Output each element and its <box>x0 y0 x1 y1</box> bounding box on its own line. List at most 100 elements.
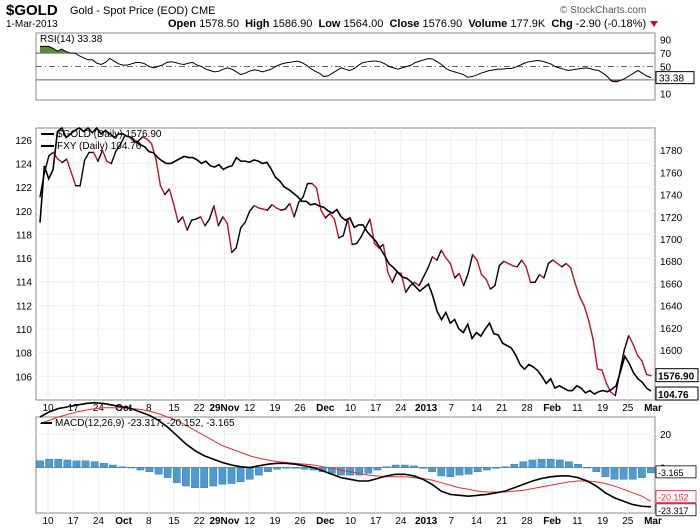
gold-line-segment <box>596 368 603 371</box>
fxy-ytick-label: 120 <box>15 207 32 218</box>
rsi-ytick-label: 70 <box>660 49 672 60</box>
fxy-legend-label: FXY (Daily) 104.76 <box>57 141 142 152</box>
gold-line-segment <box>480 273 487 280</box>
gold-line-segment <box>489 284 496 290</box>
macd-title: MACD(12,26,9) -23.317, -20.152, -3.165 <box>55 418 235 429</box>
fxy-ytick-label: 118 <box>16 230 32 241</box>
gold-line-segment <box>494 264 501 287</box>
gold-line-segment <box>520 259 527 268</box>
gold-line-segment <box>235 227 242 249</box>
macd-histogram-bar <box>601 467 610 477</box>
macd-histogram-bar <box>209 467 218 487</box>
price-xtick-tick-label: 17 <box>370 403 382 414</box>
gold-line-segment <box>578 296 585 307</box>
gold-line-segment <box>498 260 505 267</box>
macd-histogram-bar <box>264 467 272 472</box>
macd-histogram-bar <box>437 467 446 477</box>
gold-line-segment <box>97 149 104 163</box>
price-xtick-tick-label: 21 <box>496 403 508 414</box>
gold-line-segment <box>645 373 652 377</box>
gold-line-segment <box>413 281 420 287</box>
rsi-line <box>40 45 652 83</box>
macd-xtick-tick-label: Dec <box>316 516 335 527</box>
gold-line-segment <box>467 253 474 275</box>
gold-ytick-label: 1620 <box>660 324 683 335</box>
macd-histogram-bar <box>118 466 126 468</box>
macd-histogram-bar <box>455 467 464 476</box>
gold-line-segment <box>262 208 269 211</box>
gold-line-segment <box>155 158 162 187</box>
macd-histogram-bar <box>90 461 99 468</box>
gold-line-segment <box>587 319 594 340</box>
macd-histogram-bar <box>373 467 382 471</box>
macd-histogram-bar <box>291 467 300 469</box>
fxy-ytick-label: 124 <box>15 159 32 170</box>
macd-histogram-bar <box>546 458 555 468</box>
macd-line <box>39 401 652 508</box>
macd-histogram-bar <box>109 464 117 468</box>
gold-line-segment <box>623 334 630 351</box>
macd-histogram-bar <box>574 463 582 468</box>
close-value: 1576.90 <box>422 18 463 30</box>
rsi-value-box <box>655 71 695 85</box>
gold-line-segment <box>48 151 55 157</box>
gold-line-segment <box>253 205 260 209</box>
gold-line-segment <box>440 249 447 259</box>
gold-line-segment <box>405 284 411 294</box>
macd-histogram-bar <box>610 467 619 480</box>
macd-histogram-bar <box>528 459 537 468</box>
macd-value-box <box>655 465 697 479</box>
gold-line-segment <box>195 216 202 220</box>
macd-histogram-bar <box>154 467 163 475</box>
price-xtick-tick-label: Oct <box>115 403 132 414</box>
gold-line-segment <box>427 256 434 269</box>
gold-ytick-label: 1760 <box>660 168 683 179</box>
macd-histogram-bar <box>446 467 455 477</box>
macd-histogram-bar <box>136 467 145 471</box>
gold-line-segment <box>333 218 340 239</box>
macd-xtick-tick-label: 12 <box>244 516 256 527</box>
gold-line-segment <box>293 201 300 218</box>
gold-line-segment <box>115 143 121 153</box>
macd-value-label: -3.165 <box>658 468 684 478</box>
gold-line-segment <box>150 142 157 160</box>
rsi-ytick-label: 90 <box>660 36 672 47</box>
gold-line-segment <box>248 205 255 212</box>
price-xtick-tick-label: 19 <box>597 403 609 414</box>
chg-label: Chg <box>551 18 573 30</box>
macd-histogram-bar <box>72 460 81 468</box>
macd-xtick-tick-label: 24 <box>93 516 105 527</box>
gold-ytick-label: 1600 <box>660 346 683 357</box>
gold-line-segment <box>137 136 144 143</box>
gold-line-segment <box>190 218 197 221</box>
macd-histogram-bar <box>638 467 646 478</box>
macd-histogram-bar <box>255 467 263 476</box>
gold-line-segment <box>101 149 108 163</box>
gold-line-segment <box>610 391 617 397</box>
gold-line-segment <box>231 247 237 254</box>
gold-line-segment <box>436 249 443 261</box>
fxy-ytick-label: 114 <box>16 278 32 289</box>
gold-line-segment <box>208 205 215 220</box>
source-credit[interactable]: © StockCharts.com <box>560 5 647 16</box>
down-arrow-icon <box>650 21 659 28</box>
gold-line-segment <box>204 218 211 227</box>
gold-line-segment <box>110 150 117 165</box>
macd-histogram-bar <box>81 460 90 468</box>
macd-value-label: -23.317 <box>658 506 689 516</box>
macd-histogram-bar <box>364 467 373 474</box>
macd-value-box <box>655 503 697 517</box>
gold-line-segment <box>311 182 318 189</box>
macd-xtick-tick-label: 7 <box>449 516 455 527</box>
gold-line-segment <box>289 202 295 218</box>
gold-line-segment <box>476 259 483 276</box>
gold-legend-label: $GOLD (Daily) 1576.90 <box>57 129 162 140</box>
gold-line-segment <box>173 203 179 224</box>
fxy-ytick-label: 112 <box>16 301 32 312</box>
macd-histogram-bar <box>145 467 154 472</box>
gold-line-segment <box>556 262 563 268</box>
fxy-line <box>39 126 652 396</box>
rsi-ytick-label: 50 <box>660 63 672 74</box>
macd-histogram-bar <box>236 467 245 483</box>
